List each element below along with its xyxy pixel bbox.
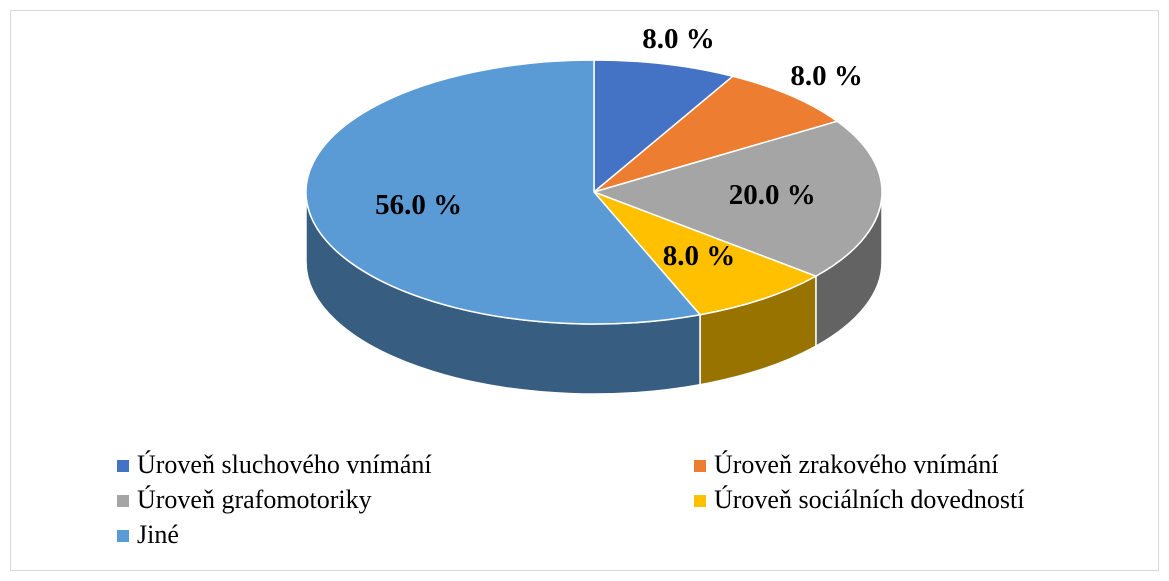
value-label: 8.0 % [642,23,715,55]
slice [593,191,818,316]
legend-swatch [117,530,129,542]
legend-swatch [694,460,706,472]
legend-swatch [117,460,129,472]
value-label: 8.0 % [790,60,863,92]
legend-label: Úroveň zrakového vnímání [714,450,998,479]
legend-swatch [117,495,129,507]
legend-swatch [694,495,706,507]
slice [593,75,839,193]
slice [591,120,883,277]
legend-label: Úroveň sluchového vnímání [137,450,432,479]
legend-label: Úroveň grafomotoriky [137,485,372,514]
legend-label: Jiné [137,520,179,549]
slice [305,59,702,325]
slice [593,59,735,194]
value-label: 8.0 % [663,240,736,272]
value-label: 56.0 % [375,189,462,221]
value-label: 20.0 % [729,179,816,211]
legend-label: Úroveň sociálních dovedností [714,485,1025,514]
